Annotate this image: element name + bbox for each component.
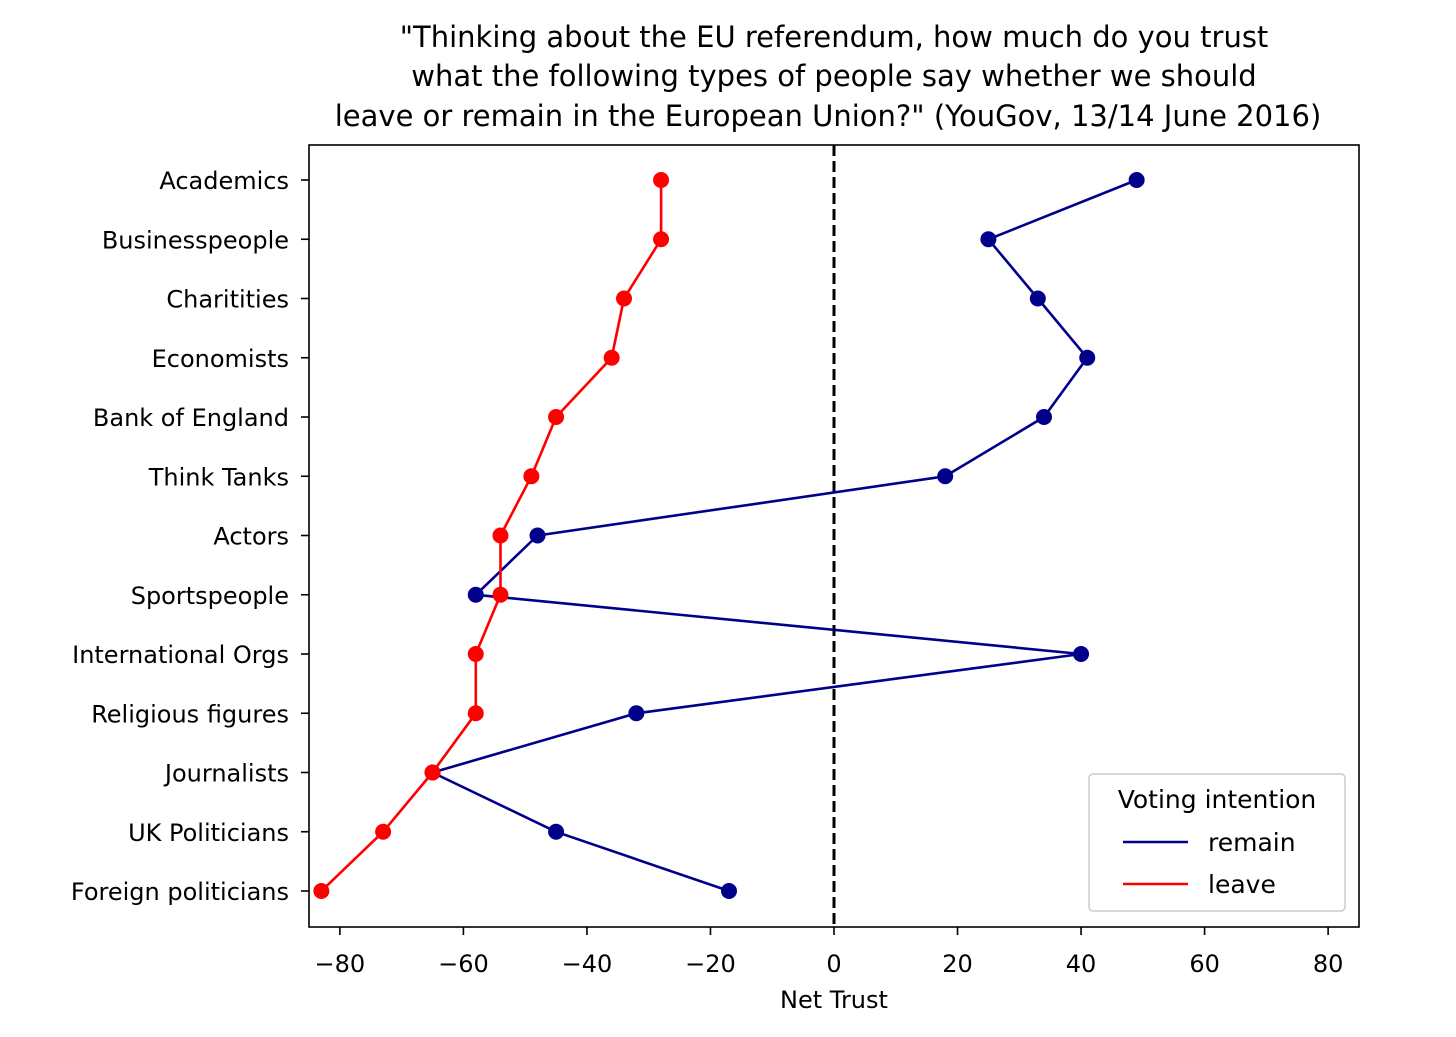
point-leave-actors (492, 527, 509, 544)
chart-title-line-3: leave or remain in the European Union?" … (335, 99, 1322, 133)
point-leave-academics (653, 172, 670, 188)
x-tick-label: −80 (315, 950, 366, 978)
point-leave-businesspeople (653, 231, 670, 248)
legend-box (1088, 773, 1346, 912)
point-remain-businesspeople (980, 231, 997, 248)
y-tick-label-international-orgs: International Orgs (72, 641, 289, 669)
legend: Voting intention remain leave (1088, 773, 1346, 912)
y-tick-label-charitities: Charitities (166, 286, 289, 314)
chart-title: "Thinking about the EU referendum, how m… (335, 20, 1322, 133)
y-tick-label-think-tanks: Think Tanks (148, 463, 289, 491)
y-tick-label-academics: Academics (159, 167, 289, 195)
y-tick-label-bank-of-england: Bank of England (93, 404, 289, 432)
series-group (313, 172, 1145, 899)
point-remain-uk-politicians (548, 823, 565, 840)
y-tick-label-religious-figures: Religious figures (91, 700, 289, 728)
point-remain-foreign-politicians (721, 883, 737, 899)
y-tick-label-uk-politicians: UK Politicians (128, 819, 289, 847)
point-remain-academics (1128, 172, 1145, 188)
point-remain-charitities (1029, 290, 1046, 307)
legend-label-leave: leave (1208, 870, 1276, 899)
point-remain-bank-of-england (1036, 409, 1052, 425)
x-tick-label: 60 (1189, 950, 1220, 978)
y-tick-label-foreign-politicians: Foreign politicians (71, 878, 289, 906)
y-tick-label-businesspeople: Businesspeople (102, 226, 289, 254)
y-tick-label-journalists: Journalists (163, 760, 289, 788)
x-tick-label: 20 (942, 950, 973, 978)
point-leave-think-tanks (523, 468, 540, 485)
point-remain-actors (529, 527, 546, 544)
x-axis-label: Net Trust (780, 986, 888, 1014)
x-tick-label: 40 (1066, 950, 1097, 978)
legend-label-remain: remain (1208, 828, 1296, 857)
point-leave-charitities (616, 290, 632, 307)
point-remain-religious-figures (628, 705, 645, 722)
y-tick-label-sportspeople: Sportspeople (131, 582, 289, 610)
ticks-group: −80 −60 −40 −20 0 20 40 60 80 Academics Businesspe… (71, 167, 1344, 978)
point-leave-religious-figures (467, 705, 484, 722)
point-remain-sportspeople (467, 586, 484, 603)
point-leave-sportspeople (492, 586, 509, 603)
x-tick-label: −20 (685, 950, 736, 978)
x-tick-label: −60 (438, 950, 489, 978)
x-tick-label: −40 (562, 950, 613, 978)
point-leave-journalists (424, 764, 441, 781)
point-leave-international-orgs (467, 646, 484, 662)
legend-title: Voting intention (1118, 785, 1317, 814)
point-remain-economists (1079, 349, 1096, 366)
point-leave-bank-of-england (548, 409, 565, 425)
point-leave-economists (603, 349, 620, 366)
x-tick-label: 0 (826, 950, 841, 978)
series-line-leave (320, 180, 663, 892)
chart-title-line-2: what the following types of people say w… (411, 59, 1256, 93)
plot-frame (308, 144, 1360, 928)
chart-title-line-1: "Thinking about the EU referendum, how m… (400, 20, 1269, 54)
point-leave-foreign-politicians (313, 883, 330, 899)
x-tick-label: 80 (1313, 950, 1344, 978)
y-tick-label-actors: Actors (213, 523, 289, 551)
y-tick-label-economists: Economists (152, 345, 289, 373)
point-remain-international-orgs (1073, 646, 1090, 662)
point-leave-uk-politicians (375, 823, 392, 840)
point-remain-think-tanks (937, 468, 954, 485)
